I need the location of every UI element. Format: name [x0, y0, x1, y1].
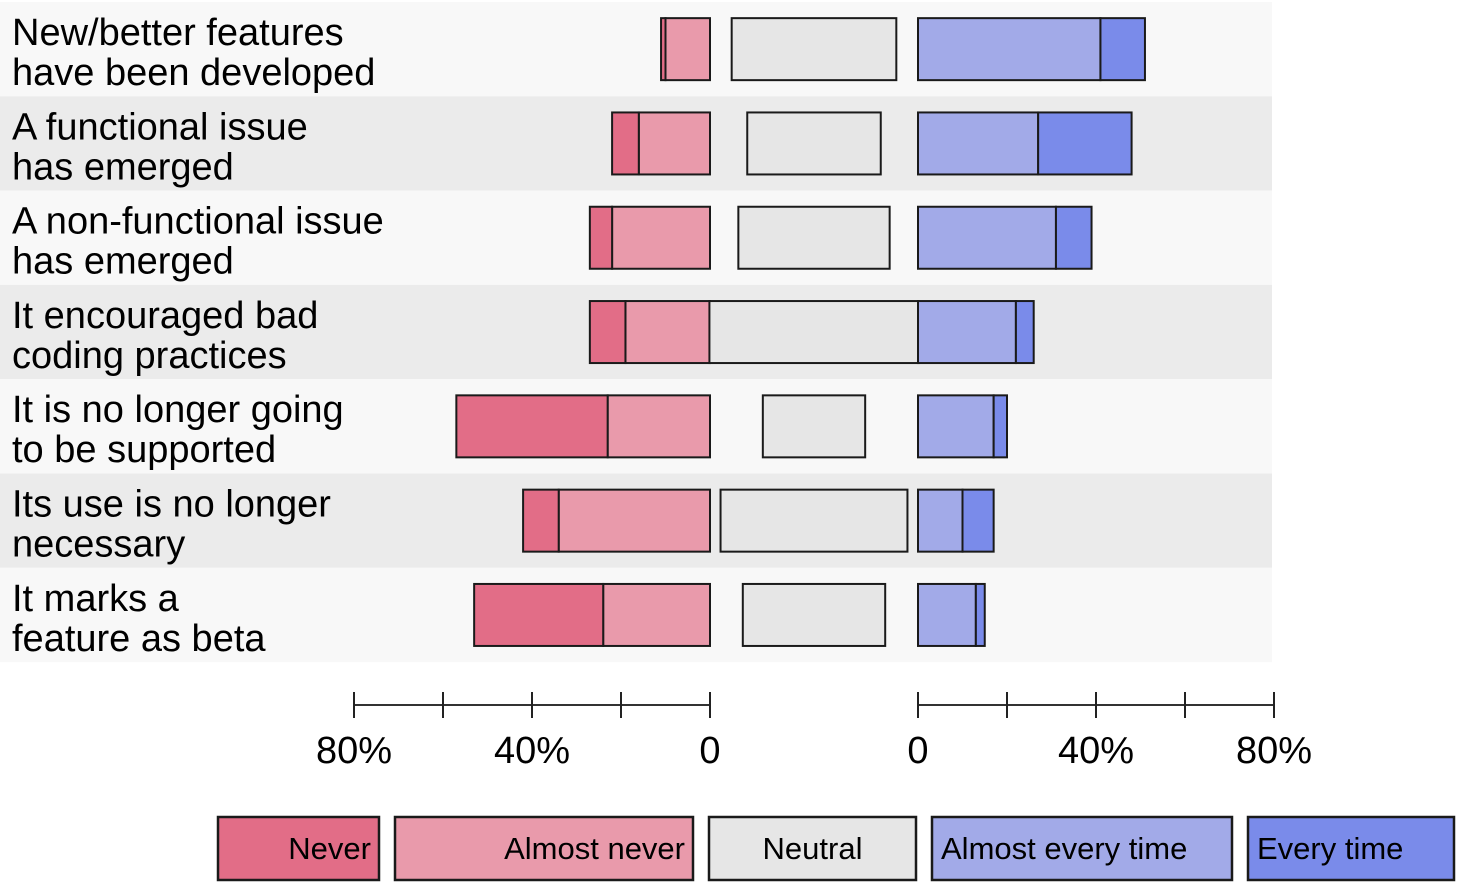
bar-neutral — [746, 111, 882, 176]
legend-swatch-almost-never — [393, 815, 695, 882]
bar-almost-never — [602, 582, 712, 647]
legend-label: Almost every time — [941, 831, 1187, 866]
bar-every-time — [974, 582, 986, 647]
bar-every-time — [1037, 111, 1133, 176]
row-label: has emerged — [12, 241, 234, 283]
row-label: has emerged — [12, 146, 234, 188]
bar-neutral — [708, 300, 920, 365]
row-label: It encouraged bad — [12, 295, 318, 337]
x-axis: 80% 40% 0 0 40% 80% — [316, 692, 1312, 772]
bar-almost-never — [664, 17, 711, 82]
legend-label: Neutral — [763, 831, 863, 866]
bar-every-time — [992, 394, 1009, 459]
bar-never — [588, 205, 614, 270]
row-label: New/better features — [12, 12, 344, 54]
bar-neutral — [741, 582, 887, 647]
legend: Never Almost never Neutral Almost every tim… — [216, 815, 1456, 882]
bar-every-time — [1014, 300, 1035, 365]
row-label: It marks a — [12, 578, 180, 620]
bar-every-time — [1054, 205, 1093, 270]
bar-never — [611, 111, 640, 176]
bar-almost-every-time — [917, 205, 1057, 270]
row-label: to be supported — [12, 429, 276, 471]
row-label: It is no longer going — [12, 389, 344, 431]
bar-never — [660, 17, 667, 82]
legend-swatch-neutral — [707, 815, 918, 882]
row-label: coding practices — [12, 335, 287, 377]
bars — [455, 17, 1146, 647]
legend-label: Almost never — [504, 831, 685, 866]
bar-neutral — [730, 17, 898, 82]
row-label: A functional issue — [12, 106, 308, 148]
bar-almost-never — [606, 394, 712, 459]
tick-label: 0 — [907, 730, 928, 772]
bar-neutral — [719, 488, 909, 553]
row-label: necessary — [12, 524, 185, 566]
bar-every-time — [1099, 17, 1146, 82]
bar-almost-every-time — [917, 488, 964, 553]
bar-almost-never — [637, 111, 711, 176]
tick-label: 40% — [1058, 730, 1134, 772]
bar-almost-every-time — [917, 111, 1040, 176]
bar-neutral — [761, 394, 867, 459]
row-label: have been developed — [12, 52, 375, 94]
bar-never — [588, 300, 627, 365]
bar-almost-every-time — [917, 394, 995, 459]
bar-every-time — [961, 488, 995, 553]
row-label: feature as beta — [12, 618, 266, 660]
legend-label: Never — [288, 831, 371, 866]
bar-never — [522, 488, 560, 553]
bar-never — [473, 582, 605, 647]
bar-almost-every-time — [917, 17, 1102, 82]
legend-swatch-every-time — [1246, 815, 1456, 882]
row-label: Its use is no longer — [12, 484, 331, 526]
bar-almost-never — [611, 205, 711, 270]
row-label: A non-functional issue — [12, 201, 384, 243]
tick-label: 0 — [699, 730, 720, 772]
bar-never — [455, 394, 609, 459]
tick-label: 40% — [494, 730, 570, 772]
bar-almost-every-time — [917, 300, 1017, 365]
bar-almost-never — [557, 488, 712, 553]
legend-swatch-never — [216, 815, 381, 882]
bar-almost-every-time — [917, 582, 977, 647]
legend-label: Every time — [1257, 831, 1403, 866]
tick-label: 80% — [1236, 730, 1312, 772]
bar-neutral — [737, 205, 891, 270]
bar-almost-never — [624, 300, 712, 365]
legend-swatch-almost-every-time — [930, 815, 1234, 882]
tick-label: 80% — [316, 730, 392, 772]
